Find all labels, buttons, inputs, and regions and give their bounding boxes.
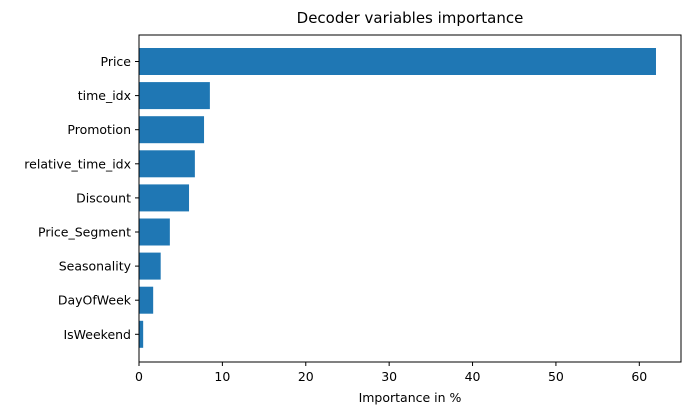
y-tick-label: DayOfWeek: [58, 293, 132, 308]
bar-promotion: [139, 116, 205, 144]
x-tick-group: 0 10 20 30 40 50 60: [135, 362, 647, 384]
y-tick-label: Price_Segment: [38, 225, 131, 240]
y-tick-label: Seasonality: [59, 259, 132, 274]
y-tick-label: IsWeekend: [63, 327, 131, 342]
x-tick-label: 20: [298, 369, 314, 384]
bars-group: [139, 48, 656, 348]
y-tick-label: Discount: [76, 190, 131, 205]
chart-title: Decoder variables importance: [297, 9, 524, 27]
x-tick-label: 40: [465, 369, 481, 384]
x-tick-label: 0: [135, 369, 143, 384]
y-tick-label: time_idx: [78, 88, 131, 103]
bar-relative-time-idx: [139, 150, 195, 178]
bar-dayofweek: [139, 286, 154, 314]
bar-time-idx: [139, 82, 210, 110]
x-tick-label: 60: [631, 369, 647, 384]
bar-price: [139, 48, 656, 75]
bar-seasonality: [139, 252, 161, 280]
y-tick-label: Price: [101, 54, 132, 69]
y-tick-label: relative_time_idx: [24, 156, 131, 171]
bar-price-segment: [139, 218, 170, 246]
x-tick-label: 10: [214, 369, 230, 384]
y-tick-label: Promotion: [67, 122, 131, 137]
x-tick-label: 30: [381, 369, 397, 384]
y-tick-group: Price time_idx Promotion relative_time_idx D…: [24, 54, 139, 342]
x-tick-label: 50: [548, 369, 564, 384]
bar-isweekend: [139, 320, 144, 348]
plot-frame: [138, 34, 682, 363]
x-axis-label: Importance in %: [359, 390, 462, 405]
bar-discount: [139, 184, 190, 212]
